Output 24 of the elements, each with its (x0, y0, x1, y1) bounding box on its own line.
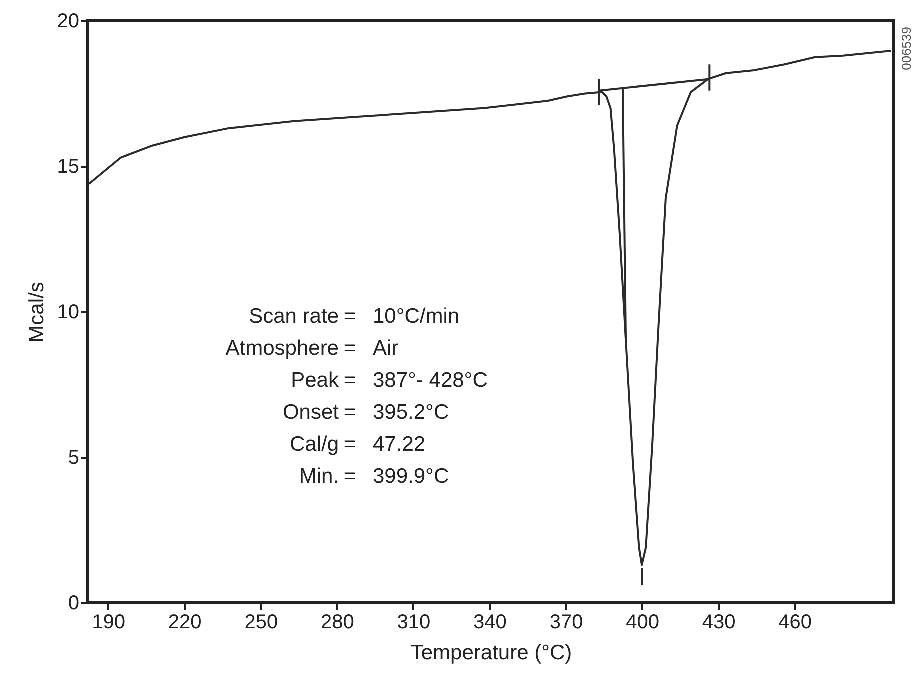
x-tick-label: 250 (244, 612, 278, 634)
y-axis-title: Mcal/s (25, 282, 48, 343)
x-tick-label: 280 (320, 612, 354, 634)
annotation: Cal/g = 47.22 (290, 433, 426, 456)
x-tick-label: 310 (397, 612, 431, 634)
text: 006539 (899, 27, 914, 70)
annotation: Peak = 387°- 428°C (291, 369, 488, 392)
x-tick-label: 220 (168, 612, 202, 634)
x-tick-label: 190 (92, 612, 126, 634)
y-tick-label: 15 (57, 156, 80, 178)
annotation: Scan rate = 10°C/min (249, 305, 460, 328)
y-tick-label: 0 (68, 592, 80, 614)
x-tick-label: 430 (702, 612, 736, 634)
annotation: Min. = 399.9°C (299, 465, 450, 488)
x-tick-label: 400 (626, 612, 660, 634)
x-axis-title: Temperature (°C) (410, 642, 572, 664)
annotation: Atmosphere = Air (226, 337, 399, 360)
x-tick-label: 370 (550, 612, 584, 634)
y-tick-label: 5 (68, 447, 80, 469)
y-tick-label: 20 (57, 10, 80, 32)
x-tick-label: 460 (778, 612, 812, 634)
annotation: Onset = 395.2°C (282, 401, 450, 424)
y-tick-label: 10 (57, 302, 80, 324)
x-tick-label: 340 (474, 612, 507, 634)
